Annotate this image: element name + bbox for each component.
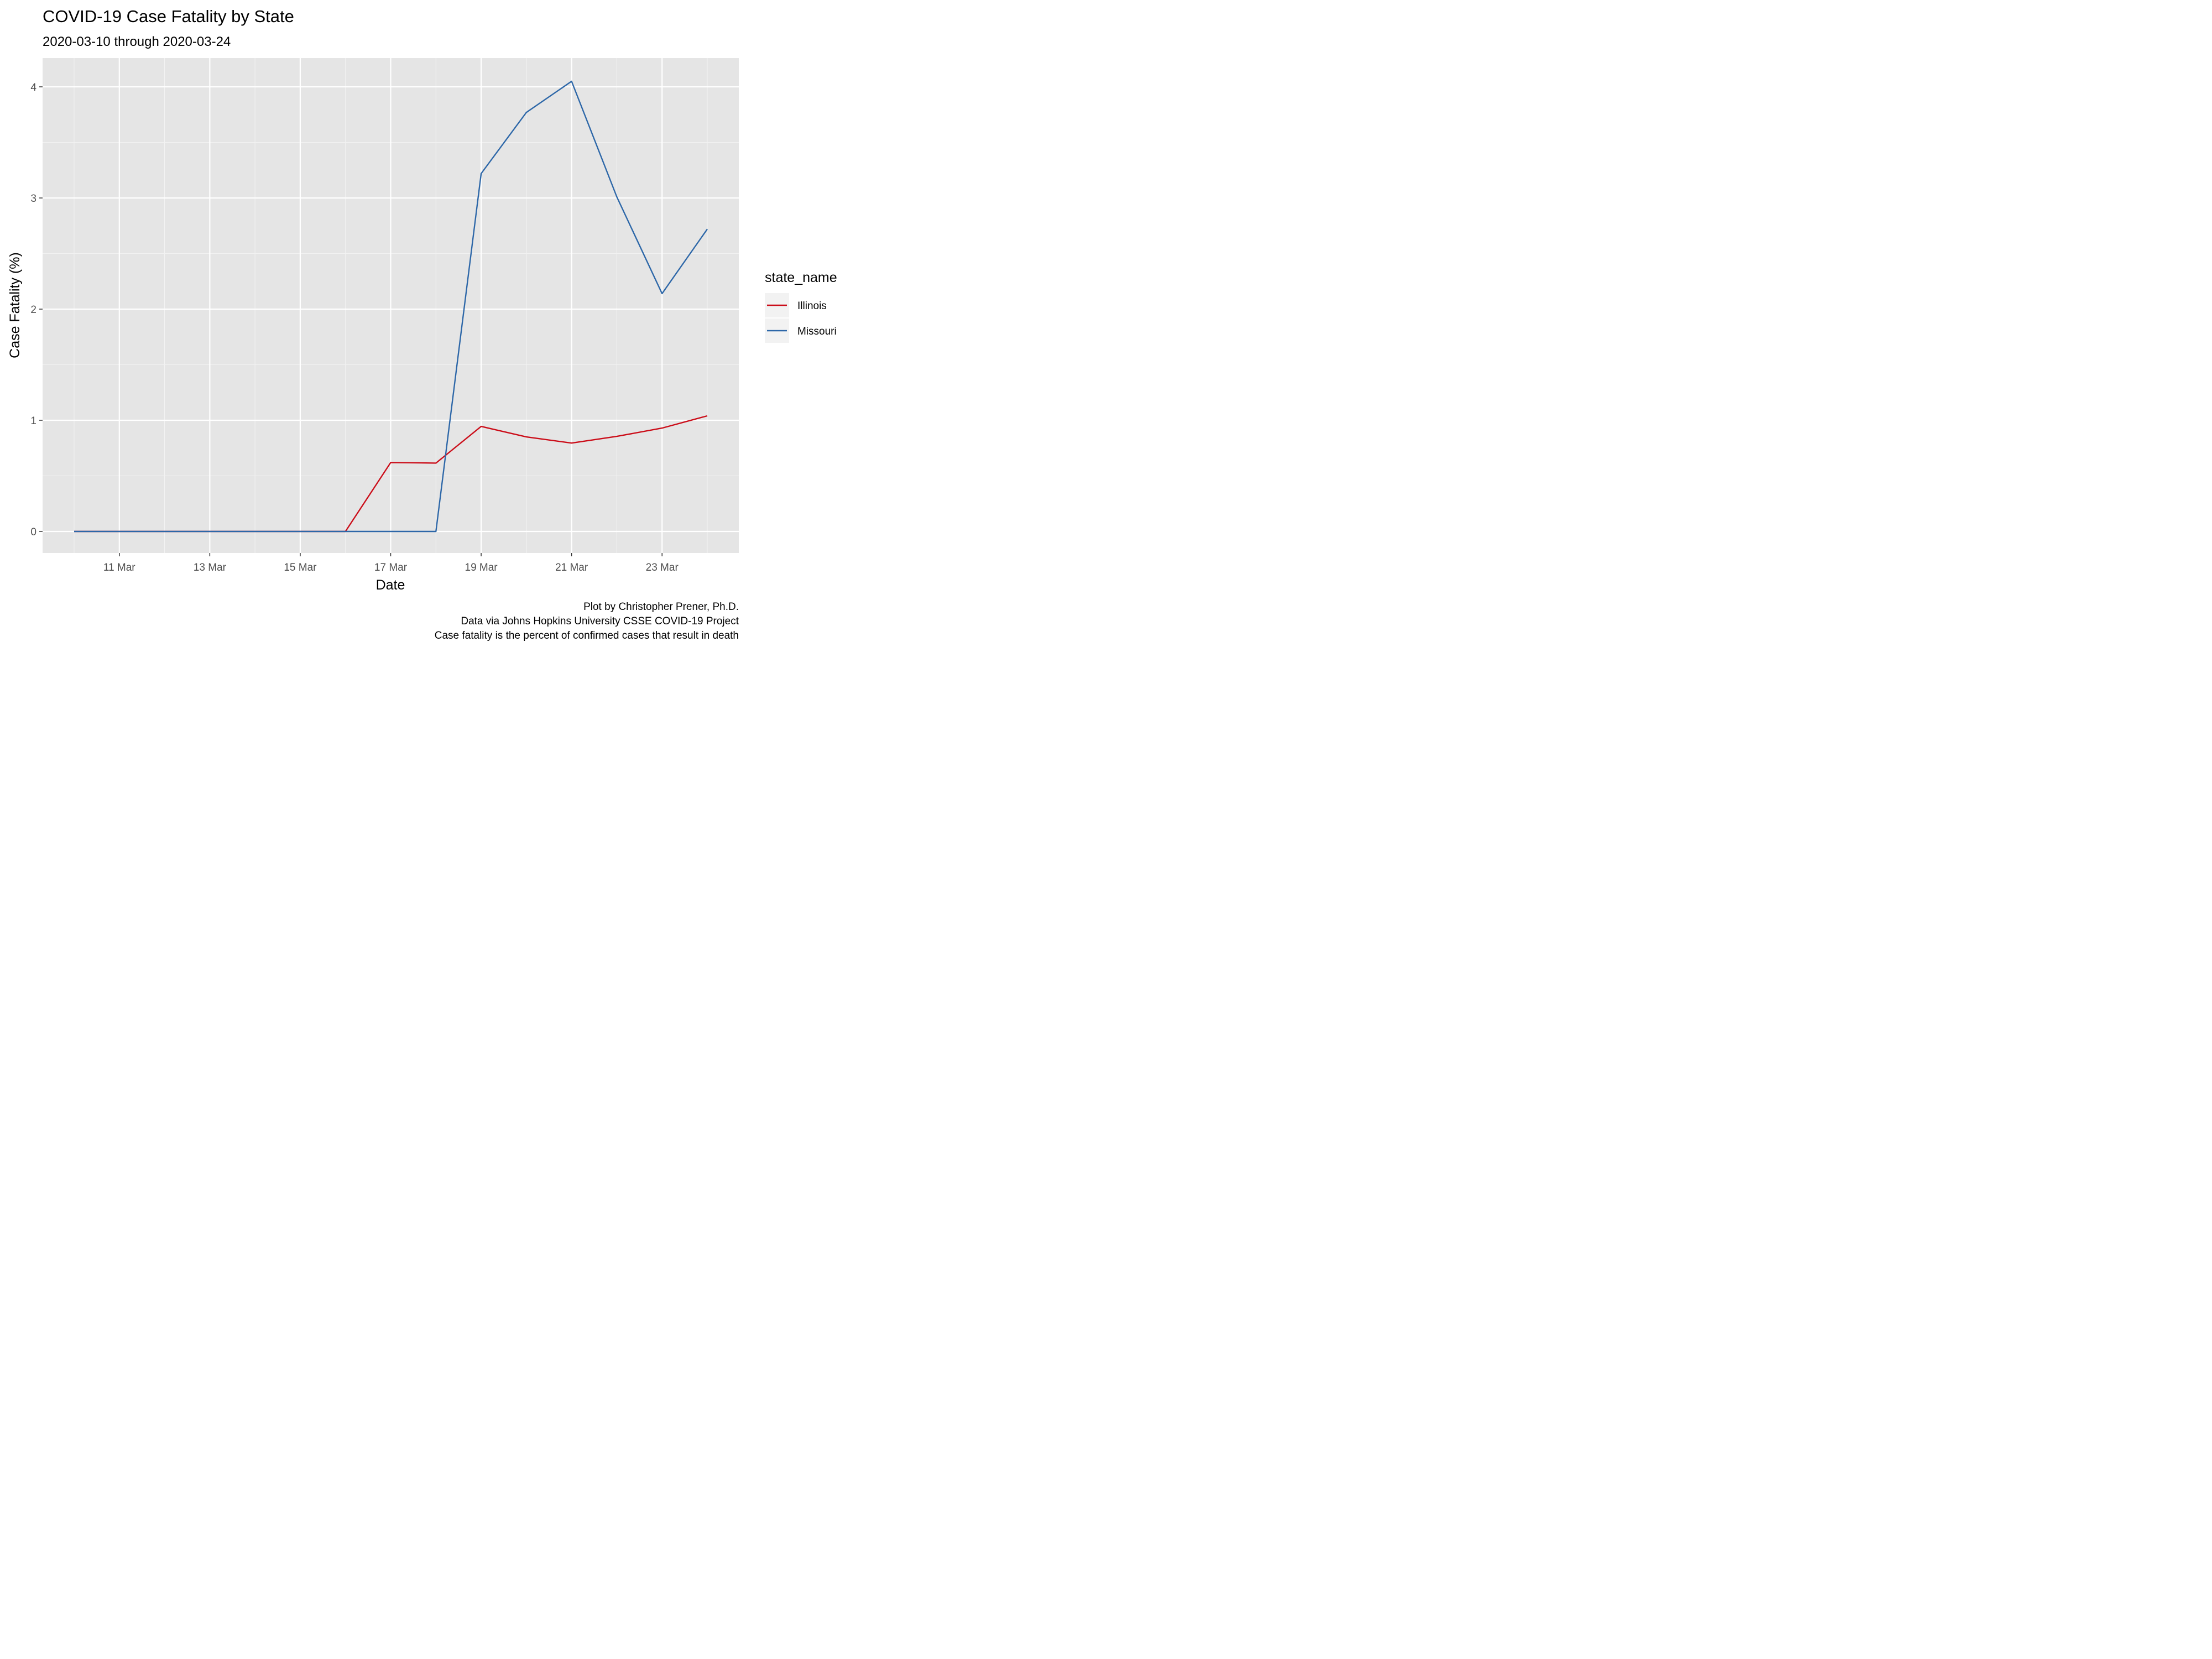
- chart-subtitle: 2020-03-10 through 2020-03-24: [43, 34, 231, 49]
- line-chart: COVID-19 Case Fatality by State 2020-03-…: [7, 7, 837, 641]
- y-axis-title: Case Fatality (%): [7, 252, 23, 358]
- x-axis-ticks: 11 Mar 13 Mar 15 Mar 17 Mar 19 Mar 21 Mar 23 M…: [103, 553, 679, 573]
- caption-line-source: Data via Johns Hopkins University CSSE C…: [461, 615, 739, 627]
- legend-label-illinois: Illinois: [797, 300, 827, 312]
- y-tick-label: 3: [30, 193, 36, 205]
- x-tick-label: 21 Mar: [555, 562, 588, 573]
- x-tick-label: 13 Mar: [194, 562, 227, 573]
- legend-title: state_name: [765, 270, 837, 285]
- y-tick-label: 4: [30, 82, 36, 93]
- caption-line-note: Case fatality is the percent of confirme…: [435, 630, 739, 641]
- y-tick-label: 0: [30, 526, 36, 538]
- legend-label-missouri: Missouri: [797, 326, 837, 337]
- x-tick-label: 19 Mar: [465, 562, 498, 573]
- y-tick-label: 1: [30, 415, 36, 427]
- series-lines: [74, 80, 708, 533]
- x-tick-label: 11 Mar: [103, 562, 135, 573]
- series-line-missouri: [74, 80, 708, 533]
- x-tick-label: 17 Mar: [374, 562, 408, 573]
- y-axis-ticks: 0 1 2 3 4: [30, 82, 43, 538]
- caption: Plot by Christopher Prener, Ph.D. Data v…: [435, 601, 739, 641]
- y-tick-label: 2: [30, 304, 36, 316]
- chart-title: COVID-19 Case Fatality by State: [43, 7, 294, 26]
- x-tick-label: 15 Mar: [284, 562, 317, 573]
- caption-line-credit: Plot by Christopher Prener, Ph.D.: [583, 601, 739, 613]
- x-axis-title: Date: [376, 577, 405, 593]
- major-gridlines: [43, 58, 739, 553]
- x-tick-label: 23 Mar: [646, 562, 679, 573]
- legend: state_name Illinois Missouri: [765, 270, 837, 343]
